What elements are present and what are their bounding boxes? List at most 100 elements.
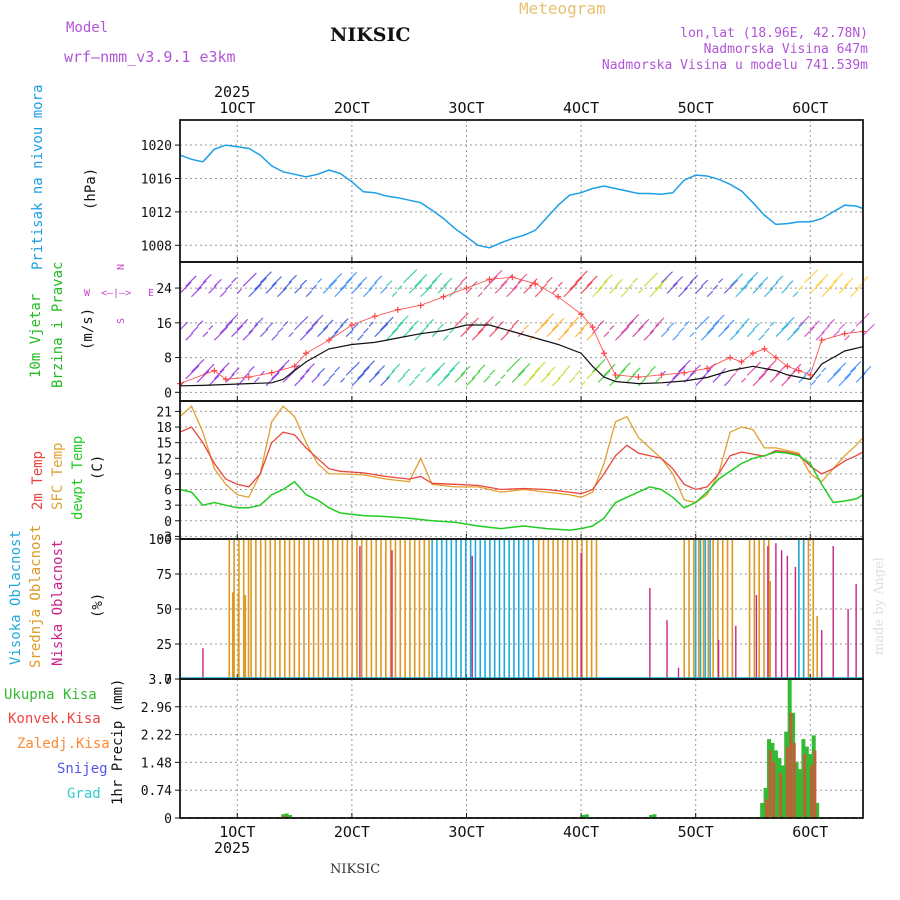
wind-barb — [592, 286, 603, 298]
wind-barb — [202, 274, 212, 284]
wind-barb — [431, 272, 443, 284]
bottom-year-label: 2025 — [214, 839, 251, 857]
wind-barb — [546, 324, 560, 338]
wind-gust-line-marker — [807, 371, 814, 378]
wind-barb — [637, 288, 644, 294]
wind-barb — [804, 326, 815, 338]
wind-barb — [557, 329, 570, 341]
wind-barb — [746, 361, 761, 376]
wind-barb — [563, 365, 571, 373]
wind-barb — [196, 280, 207, 291]
wind-barb — [357, 276, 368, 287]
total-precip-bar — [815, 802, 820, 818]
wind-barb — [827, 278, 839, 291]
wind-barb — [781, 316, 795, 331]
wind-barb — [523, 374, 536, 387]
clouds-ytick-label: 0 — [164, 673, 172, 688]
wind-barb — [615, 368, 626, 380]
wind-barb — [832, 272, 844, 284]
wind-barb — [196, 369, 210, 383]
wind-barb — [626, 313, 640, 327]
sfc-temp-line — [179, 405, 864, 504]
wind-barb — [798, 315, 810, 327]
total-precip-bar — [760, 802, 765, 818]
wind-barb — [488, 327, 499, 338]
wind-barb — [362, 287, 373, 298]
wind-barb — [288, 274, 297, 284]
compass-rose: <—|—> — [101, 288, 132, 299]
total-precip-bar — [584, 814, 589, 818]
wind-barb — [534, 361, 546, 373]
wind-barb — [649, 283, 663, 298]
wind-barb — [460, 323, 474, 338]
wind-barb — [276, 287, 287, 298]
wind-barb — [397, 374, 406, 383]
top-year-label: 2025 — [214, 83, 251, 101]
wind-barb — [511, 279, 523, 291]
wind-barb — [460, 365, 471, 376]
wind-barb — [213, 326, 229, 341]
temp2m-line — [179, 426, 864, 495]
wind-barb — [403, 326, 414, 338]
wind-barb — [305, 290, 313, 298]
precipitation-ytick-label: 2.96 — [141, 701, 172, 716]
wind-barb — [700, 369, 711, 380]
wind-barb — [414, 274, 428, 287]
wind-barb — [317, 367, 325, 376]
wind-barb — [741, 278, 754, 291]
wind-barb — [322, 279, 337, 294]
wind-barb — [706, 290, 714, 298]
wind-barb — [529, 367, 541, 380]
wind-barb — [191, 286, 202, 298]
wind-barb — [580, 381, 586, 387]
wind-barb — [632, 277, 638, 284]
precipitation-ytick-label: 2.22 — [141, 729, 172, 744]
precipitation-ytick-label: 0.74 — [141, 784, 172, 799]
total-precip-bar — [794, 761, 799, 818]
wind-barb — [729, 372, 737, 380]
wind-barb — [191, 326, 199, 334]
conv-precip-bar — [792, 742, 796, 818]
wind-barb — [678, 287, 689, 298]
wind-gust-line-marker — [635, 374, 642, 381]
wind-gust-line-marker — [704, 365, 711, 372]
precipitation-ytick-label: 0 — [164, 812, 172, 827]
wind-barb — [615, 326, 630, 341]
wind-gust-line-marker — [658, 371, 665, 378]
wind-barb — [265, 322, 274, 331]
wind-barb — [311, 314, 324, 327]
wind-barb — [649, 365, 656, 373]
wind-barb — [637, 378, 646, 387]
total-precip-bar — [581, 814, 586, 818]
temperature-ytick-label: -3 — [156, 530, 172, 545]
wind-barb — [769, 281, 779, 291]
wind-barb — [746, 329, 755, 338]
wind-barb — [340, 318, 349, 327]
wind-barb — [254, 376, 260, 383]
bottom-date-label: 4OCT — [563, 823, 599, 841]
wind-barb — [299, 369, 310, 380]
frz-precip-label: Zaledj.Kisa — [17, 736, 110, 752]
wind-barb — [340, 278, 353, 291]
wind-gust-line-marker — [222, 376, 229, 383]
coordinates: lon,lat (18.96E, 42.78N) — [680, 26, 868, 41]
conv-precip-bar — [803, 754, 807, 818]
wind-barb — [666, 372, 681, 387]
wind-barb — [689, 364, 701, 376]
wind-barb — [540, 283, 548, 291]
temperature-ytick-label: 18 — [156, 421, 172, 436]
wind-barb — [700, 327, 715, 341]
dewpt-temp-line — [179, 451, 864, 531]
wind-barb — [403, 368, 411, 376]
wind-barb — [672, 333, 680, 341]
conv-precip-bar — [813, 750, 817, 818]
wind-gust-line-marker — [486, 276, 493, 283]
wind-barb — [471, 370, 481, 380]
top-date-label: 4OCT — [563, 99, 599, 117]
wind-barb — [821, 367, 827, 373]
wind-barb — [574, 327, 585, 338]
wind-barb — [408, 280, 423, 294]
wind-gust-line-marker — [325, 337, 332, 344]
wind-barb — [477, 364, 486, 373]
wind-barb — [569, 376, 576, 383]
